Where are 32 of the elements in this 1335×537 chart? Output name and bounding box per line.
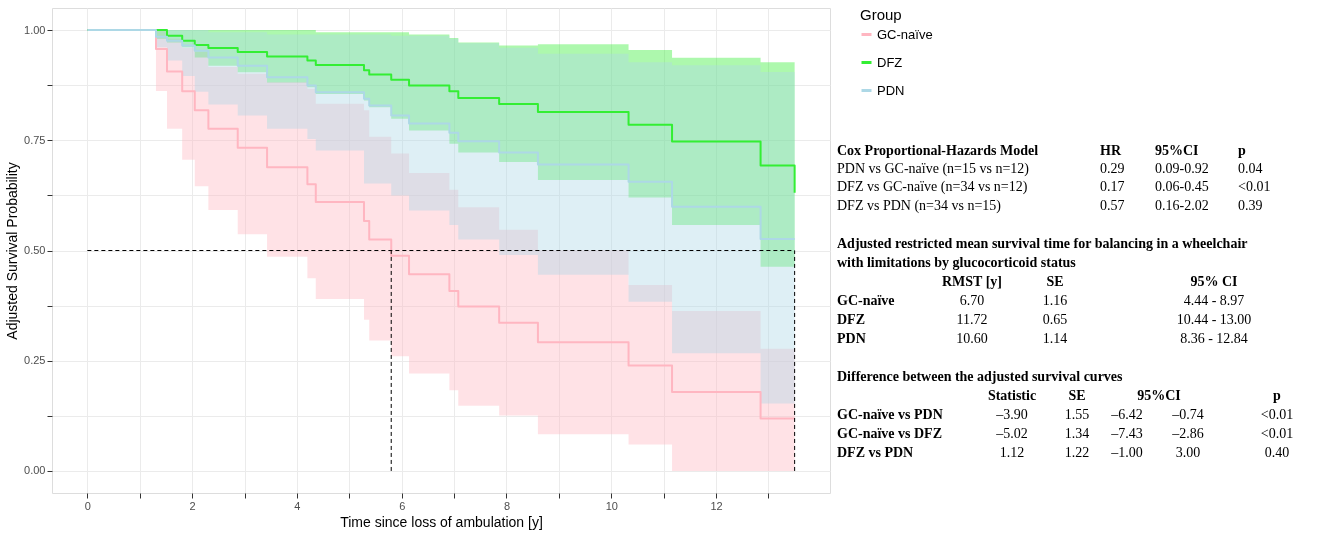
- x-tick-label: 6: [399, 499, 406, 512]
- x-tick-label: 0: [84, 499, 91, 512]
- y-tick-label: 0.75: [24, 133, 46, 146]
- text: GC-naïve vs PDN –3.90 1.55 –6.42 –0.74 <0.01: [837, 407, 1294, 422]
- legend-label: PDN: [877, 82, 905, 98]
- legend-label: DFZ: [877, 54, 903, 70]
- text: GC-naïve 6.70 1.16 4.44 - 8.97: [837, 293, 1245, 308]
- text: Adjusted restricted mean survival time for balancing in a wheelchair with limitations by glucocorticoid status: [837, 236, 1248, 270]
- text: Difference between the adjusted survival curves: [837, 369, 1124, 384]
- x-axis-title: Time since loss of ambulation [y]: [340, 513, 543, 530]
- text: DFZ vs GC-naïve (n=34 vs n=12) 0.17 0.06-0.45 <0.01: [837, 179, 1271, 195]
- x-tick-label: 12: [710, 499, 723, 512]
- text: RMST [y] SE 95% CI: [941, 274, 1238, 289]
- legend-title: Group: [860, 6, 902, 23]
- y-tick-label: 1.00: [24, 23, 46, 36]
- text: Cox Proportional-Hazards Model HR 95%CI p: [837, 143, 1246, 158]
- text: GC-naïve vs DFZ –5.02 1.34 –7.43 –2.86 <0.01: [837, 426, 1294, 441]
- x-tick-label: 10: [605, 499, 618, 512]
- x-tick-label: 8: [503, 499, 511, 512]
- x-tick-label: 4: [294, 499, 301, 512]
- text: Statistic SE 95%CI p: [987, 388, 1281, 403]
- y-axis-title: Adjusted Survival Probability: [4, 162, 21, 340]
- legend-label: GC-naïve: [877, 26, 933, 42]
- y-tick-label: 0.00: [24, 464, 46, 477]
- y-tick-label: 0.25: [24, 354, 46, 367]
- text: DFZ vs PDN (n=34 vs n=15) 0.57 0.16-2.02 0.39: [837, 197, 1263, 213]
- x-tick-label: 2: [189, 499, 196, 512]
- text: DFZ vs PDN 1.12 1.22 –1.00 3.00 0.40: [837, 445, 1290, 460]
- text: PDN vs GC-naïve (n=15 vs n=12) 0.29 0.09-0.92 0.04: [837, 161, 1263, 177]
- text: PDN 10.60 1.14 8.36 - 12.84: [837, 331, 1248, 346]
- text: DFZ 11.72 0.65 10.44 - 13.00: [837, 312, 1252, 327]
- y-tick-label: 0.50: [24, 244, 46, 256]
